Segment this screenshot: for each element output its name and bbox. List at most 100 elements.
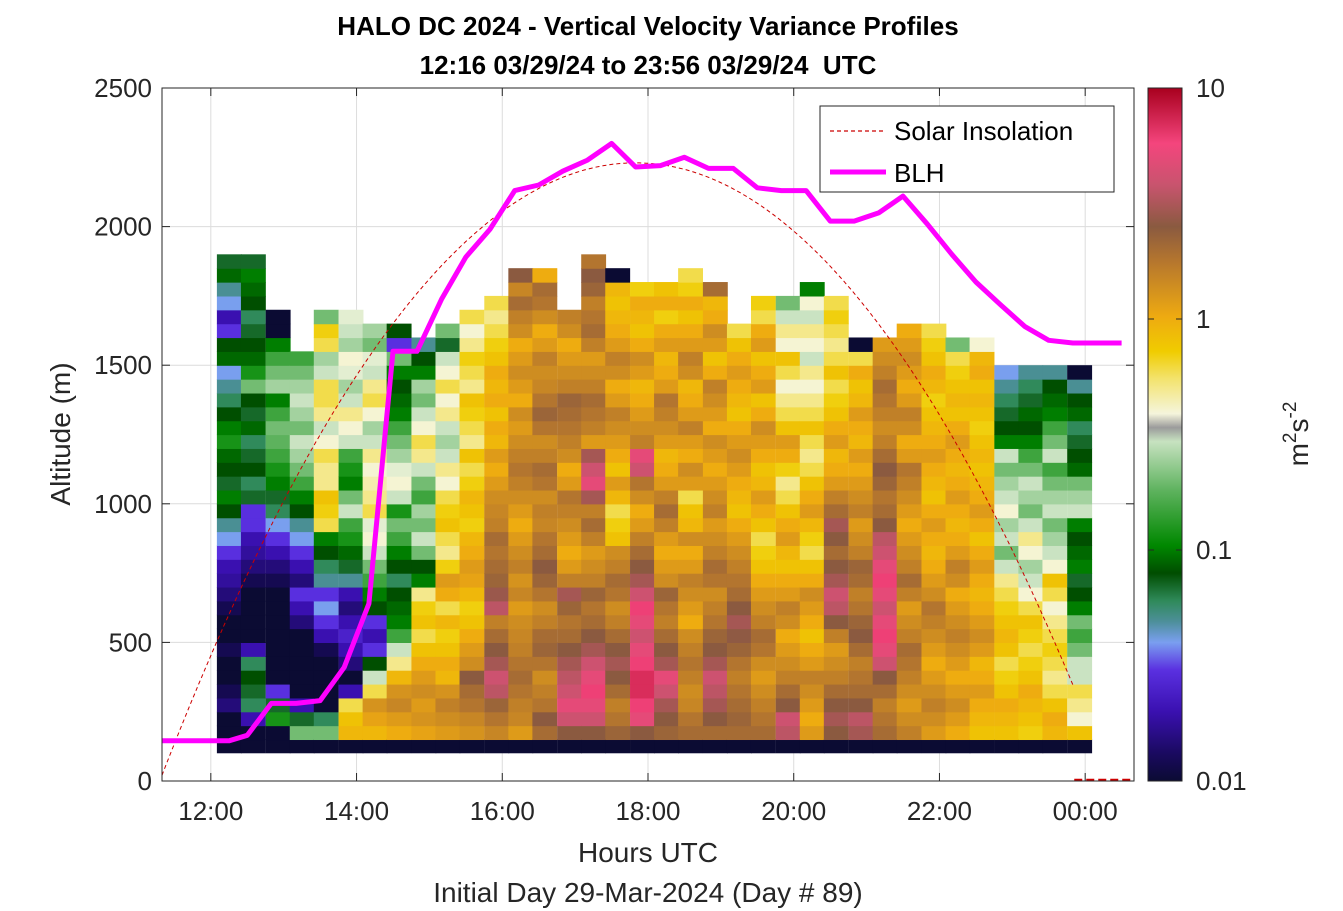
variance-cell: [969, 476, 995, 491]
variance-cell: [872, 670, 898, 685]
variance-cell: [386, 683, 412, 699]
variance-cell: [532, 365, 558, 380]
variance-cell: [654, 309, 679, 325]
variance-cell: [1042, 503, 1068, 519]
variance-cell: [921, 379, 947, 394]
variance-cell: [459, 420, 485, 436]
variance-cell: [313, 628, 339, 643]
variance-cell: [799, 406, 825, 422]
variance-cell: [386, 670, 412, 685]
variance-cell: [1018, 392, 1044, 408]
variance-cell: [289, 392, 315, 408]
variance-cell: [969, 586, 995, 602]
variance-cell: [654, 725, 679, 741]
variance-cell: [532, 559, 558, 574]
colorbar-label-sup2: -2: [1280, 402, 1301, 419]
variance-cell: [605, 489, 631, 505]
variance-cell: [726, 697, 752, 713]
variance-cell: [362, 365, 388, 380]
variance-cell: [532, 656, 558, 671]
variance-cell: [750, 434, 776, 449]
variance-cell: [1042, 476, 1068, 491]
variance-cell-base: [702, 739, 728, 754]
variance-cell: [508, 559, 534, 574]
variance-cell: [896, 614, 922, 630]
variance-cell: [921, 697, 947, 713]
variance-cell: [775, 586, 801, 602]
variance-cell: [240, 531, 266, 546]
variance-cell: [994, 365, 1020, 380]
variance-cell: [799, 656, 825, 671]
variance-cell: [216, 711, 242, 727]
variance-cell: [775, 351, 801, 366]
variance-cell: [313, 309, 339, 325]
variance-cell: [872, 683, 898, 699]
variance-cell: [313, 503, 339, 519]
variance-cell: [1042, 697, 1068, 713]
variance-cell: [459, 559, 485, 574]
variance-cell: [1018, 476, 1044, 491]
variance-cell: [605, 379, 631, 394]
variance-cell: [896, 489, 922, 505]
variance-cell: [969, 545, 995, 560]
variance-cell: [799, 503, 825, 519]
variance-cell: [872, 476, 898, 491]
variance-cell: [945, 379, 971, 394]
variance-cell: [896, 323, 922, 339]
variance-cell: [411, 406, 437, 422]
variance-cell: [411, 420, 437, 436]
variance-cell: [459, 337, 485, 352]
variance-cell: [313, 337, 339, 352]
variance-cell: [411, 711, 437, 727]
variance-cell: [435, 379, 461, 394]
variance-cell: [702, 559, 728, 574]
variance-cell: [313, 351, 339, 366]
variance-cell: [605, 725, 631, 741]
variance-cell: [411, 462, 437, 477]
variance-cell: [702, 545, 728, 560]
variance-cell: [265, 545, 291, 560]
variance-cell: [435, 545, 461, 560]
variance-cell: [823, 573, 849, 588]
variance-cell: [799, 559, 825, 574]
variance-cell: [435, 642, 461, 657]
variance-cell-base: [313, 739, 339, 754]
variance-cell: [240, 503, 266, 519]
variance-cell: [435, 323, 461, 339]
variance-cell: [459, 351, 485, 366]
x-tick-label: 12:00: [178, 796, 243, 826]
variance-cell: [338, 420, 364, 436]
variance-cell: [823, 489, 849, 505]
variance-cell: [702, 614, 728, 630]
variance-cell: [265, 434, 291, 449]
variance-cell: [945, 462, 971, 477]
colorbar-tick-label: 0.1: [1196, 535, 1232, 565]
variance-cell: [823, 517, 849, 533]
variance-cell: [630, 586, 655, 602]
variance-cell: [338, 462, 364, 477]
variance-cell: [557, 517, 583, 533]
variance-cell: [1067, 392, 1093, 408]
variance-cell: [240, 434, 266, 449]
variance-cell: [630, 323, 655, 339]
colorbar-label-s: s: [1283, 419, 1314, 433]
variance-cell: [848, 586, 874, 602]
variance-cell: [872, 351, 898, 366]
variance-cell: [630, 531, 655, 546]
variance-cell: [1018, 614, 1044, 630]
variance-cell: [678, 683, 704, 699]
variance-cell: [654, 656, 679, 671]
variance-cell: [678, 711, 704, 727]
variance-cell: [581, 434, 607, 449]
variance-cell: [459, 476, 485, 491]
variance-cell: [630, 725, 655, 741]
variance-cell: [750, 323, 776, 339]
variance-cell: [605, 656, 631, 671]
variance-cell: [1018, 670, 1044, 685]
variance-cell: [386, 448, 412, 463]
variance-cell: [216, 448, 242, 463]
y-tick-label: 1000: [94, 489, 152, 519]
variance-cell: [630, 476, 655, 491]
variance-cell: [313, 434, 339, 449]
variance-cell: [313, 725, 339, 741]
